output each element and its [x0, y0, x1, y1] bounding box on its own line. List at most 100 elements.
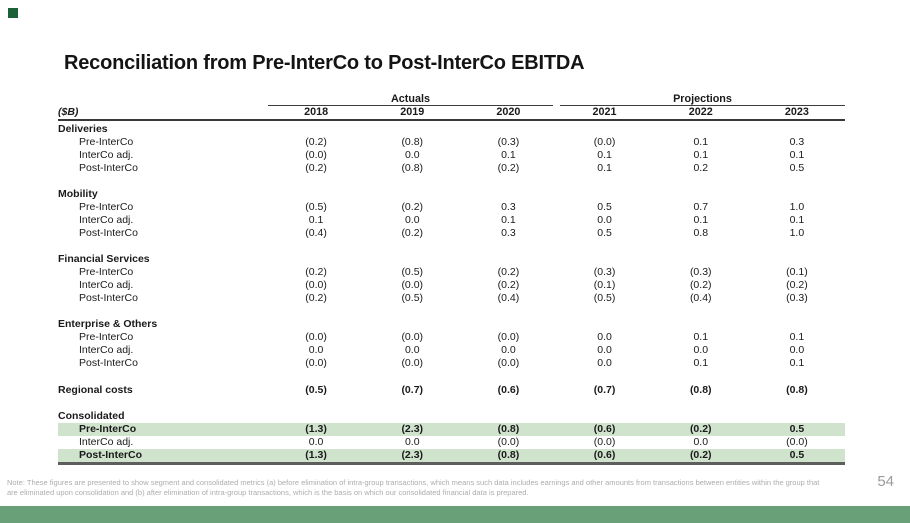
value-cell: (0.5) — [593, 292, 616, 304]
value-cell: (0.3) — [593, 266, 616, 278]
table-row: Post-InterCo (1.3) (2.3) (0.8) (0.6) (0.2) 0.5 — [58, 449, 845, 465]
footnote-line-1: Note: These figures are presented to sho… — [7, 478, 820, 487]
value-cell: (0.2) — [305, 292, 327, 304]
value-cell: (0.0) — [497, 331, 520, 343]
empty-cell — [268, 188, 364, 201]
row-label: InterCo adj. — [79, 279, 134, 291]
value-cell: 1.0 — [789, 227, 805, 239]
value-cell: (0.6) — [593, 423, 616, 435]
year-header-row: ($B) 2018 2019 2020 2021 2022 2023 — [58, 106, 845, 121]
value-cell: 0.0 — [501, 344, 516, 356]
row-label: InterCo adj. — [79, 344, 134, 356]
brand-logo-square — [8, 8, 18, 18]
value-cell: 0.0 — [597, 357, 612, 369]
table-row: InterCo adj. 0.0 0.0 (0.0) (0.0) 0.0 (0.0) — [58, 436, 845, 449]
section-header-row: Deliveries — [58, 123, 845, 136]
value-cell: (0.0) — [593, 136, 616, 148]
empty-cell — [460, 318, 556, 331]
empty-cell — [460, 188, 556, 201]
empty-cell — [460, 123, 556, 136]
value-cell: (0.2) — [497, 162, 520, 174]
value-cell: 0.0 — [404, 214, 420, 226]
table-row: Pre-InterCo (0.0) (0.0) (0.0) 0.0 0.1 0.1 — [58, 331, 845, 344]
empty-cell — [268, 410, 364, 423]
section-label: Deliveries — [58, 123, 108, 135]
value-cell: (0.6) — [593, 449, 616, 461]
value-cell: (0.8) — [786, 384, 808, 396]
row-label: InterCo adj. — [79, 214, 134, 226]
row-label: Pre-InterCo — [79, 331, 134, 343]
empty-cell — [364, 188, 460, 201]
value-cell: 0.1 — [693, 149, 709, 161]
section-label: Mobility — [58, 188, 98, 200]
row-label: Pre-InterCo — [79, 201, 134, 213]
row-label: Regional costs — [58, 384, 133, 396]
value-cell: (0.5) — [305, 384, 327, 396]
row-label: Pre-InterCo — [79, 423, 137, 435]
value-cell: (0.0) — [786, 436, 808, 448]
empty-cell — [749, 123, 845, 136]
ebitda-reconciliation-table: Actuals Projections ($B) 2018 2019 2020 … — [58, 93, 845, 465]
value-cell: (0.0) — [305, 357, 327, 369]
value-cell: 0.5 — [789, 423, 805, 435]
table-row: Pre-InterCo (1.3) (2.3) (0.8) (0.6) (0.2) 0.5 — [58, 423, 845, 436]
value-cell: (0.0) — [497, 357, 520, 369]
value-cell: (1.3) — [305, 423, 327, 435]
value-cell: (0.0) — [401, 357, 424, 369]
table-row: Regional costs (0.5) (0.7) (0.6) (0.7) (0.8) (… — [58, 384, 845, 397]
value-cell: (0.0) — [497, 436, 520, 448]
value-cell: 0.1 — [597, 162, 612, 174]
year-column-header: 2018 — [304, 106, 329, 118]
section-label: Financial Services — [58, 253, 150, 265]
section-header-row: Enterprise & Others — [58, 318, 845, 331]
value-cell: 0.8 — [693, 227, 709, 239]
value-cell: 0.2 — [693, 162, 709, 174]
value-cell: 0.0 — [404, 436, 420, 448]
table-row: Pre-InterCo (0.2) (0.5) (0.2) (0.3) (0.3) (0.1… — [58, 266, 845, 279]
value-cell: (0.8) — [497, 449, 520, 461]
value-cell: 0.5 — [597, 227, 612, 239]
row-label: Post-InterCo — [79, 162, 138, 174]
table-row: InterCo adj. (0.0) (0.0) (0.2) (0.1) (0.2) (0.… — [58, 279, 845, 292]
value-cell: (0.0) — [305, 331, 327, 343]
value-cell: (0.8) — [401, 162, 424, 174]
value-cell: (0.0) — [401, 331, 424, 343]
value-cell: 0.3 — [789, 136, 805, 148]
value-cell: 0.1 — [789, 214, 805, 226]
empty-cell — [364, 253, 460, 266]
table-row: Post-InterCo (0.4) (0.2) 0.3 0.5 0.8 1.0 — [58, 227, 845, 240]
value-cell: 0.1 — [501, 214, 516, 226]
value-cell: 0.1 — [693, 331, 709, 343]
empty-cell — [556, 318, 652, 331]
value-cell: (0.2) — [401, 227, 424, 239]
row-label: Pre-InterCo — [79, 136, 134, 148]
value-cell: (0.3) — [497, 136, 520, 148]
value-cell: 0.1 — [501, 149, 516, 161]
value-cell: (0.1) — [786, 266, 808, 278]
value-cell: (0.0) — [305, 149, 327, 161]
value-cell: 0.1 — [693, 214, 709, 226]
value-cell: 0.1 — [693, 136, 709, 148]
table-row: Pre-InterCo (0.5) (0.2) 0.3 0.5 0.7 1.0 — [58, 201, 845, 214]
footnote-line-2: are eliminated upon consolidation and (b… — [7, 488, 529, 497]
row-label: InterCo adj. — [79, 149, 134, 161]
empty-cell — [749, 253, 845, 266]
value-cell: 0.1 — [308, 214, 324, 226]
value-cell: (0.5) — [401, 266, 424, 278]
value-cell: 0.0 — [597, 344, 612, 356]
empty-cell — [460, 253, 556, 266]
value-cell: (0.3) — [689, 266, 712, 278]
unit-label: ($B) — [58, 106, 79, 118]
value-cell: (0.7) — [593, 384, 616, 396]
value-cell: 0.5 — [597, 201, 612, 213]
table-body: Deliveries Pre-InterCo (0.2) (0.8) (0.3) (0.0… — [58, 123, 845, 465]
row-label: Post-InterCo — [79, 449, 142, 461]
value-cell: 0.3 — [501, 227, 516, 239]
page-number: 54 — [877, 473, 894, 490]
column-group-actuals: Actuals — [268, 93, 553, 106]
column-group-projections: Projections — [560, 93, 845, 106]
value-cell: 0.1 — [789, 149, 805, 161]
row-label: Pre-InterCo — [79, 266, 134, 278]
value-cell: 0.0 — [789, 344, 805, 356]
section-label: Consolidated — [58, 410, 125, 422]
